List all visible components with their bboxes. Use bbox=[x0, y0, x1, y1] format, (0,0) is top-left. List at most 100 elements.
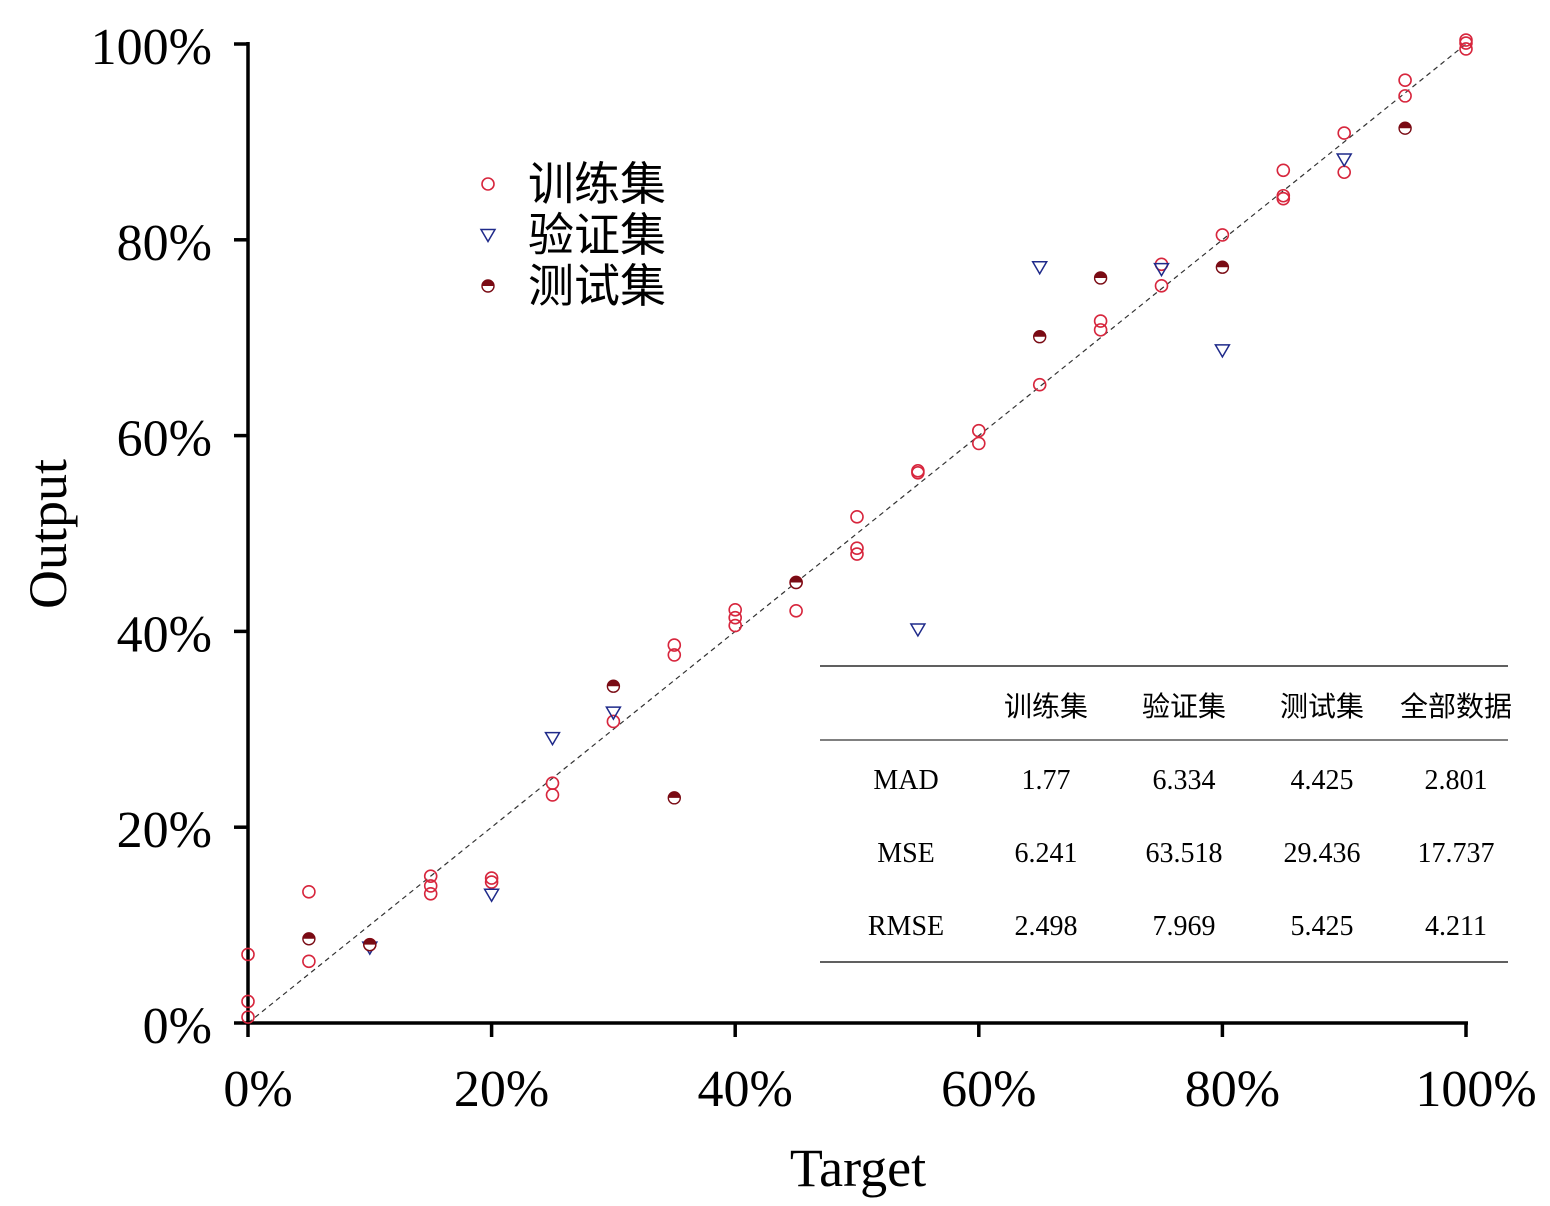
point-series-2 bbox=[1153, 262, 1170, 278]
point-series-1 bbox=[789, 604, 803, 618]
point-series-3 bbox=[1215, 260, 1230, 274]
reference-line-layer bbox=[247, 43, 1467, 1024]
point-series-1 bbox=[850, 510, 864, 524]
table-row-label: MAD bbox=[873, 765, 938, 796]
point-series-1 bbox=[241, 994, 255, 1009]
point-series-2 bbox=[605, 706, 622, 721]
point-series-3 bbox=[1398, 121, 1412, 135]
point-series-1 bbox=[1093, 323, 1108, 337]
point-series-3 bbox=[363, 937, 377, 952]
y-tick-label: 60% bbox=[117, 411, 212, 468]
x-tick-label: 0% bbox=[223, 1061, 292, 1118]
point-series-2 bbox=[1031, 260, 1049, 276]
point-series-3 bbox=[1032, 330, 1047, 344]
point-series-1 bbox=[1093, 314, 1108, 328]
point-series-2 bbox=[909, 623, 927, 638]
point-series-1 bbox=[971, 436, 986, 451]
point-series-1 bbox=[302, 885, 316, 899]
point-series-1 bbox=[484, 875, 499, 889]
point-series-1 bbox=[423, 869, 438, 883]
legend-marker bbox=[479, 228, 497, 243]
point-series-1 bbox=[241, 947, 255, 962]
table-cell: 63.518 bbox=[1146, 838, 1223, 869]
point-series-3 bbox=[789, 575, 803, 590]
point-series-1 bbox=[241, 1010, 255, 1024]
metrics-table: 训练集 验证集 测试集 全部数据 MAD 1.77 6.334 4.425 2.801 MSE 6.… bbox=[820, 665, 1512, 963]
point-series-1 bbox=[728, 610, 743, 625]
point-series-1 bbox=[1276, 191, 1291, 206]
point-series-1 bbox=[1276, 163, 1291, 178]
table-header-cell: 全部数据 bbox=[1400, 690, 1512, 723]
point-series-1 bbox=[423, 879, 438, 893]
table-cell: 4.425 bbox=[1291, 765, 1354, 796]
point-series-3 bbox=[1093, 271, 1108, 285]
point-series-1 bbox=[1398, 73, 1412, 88]
point-series-2 bbox=[1214, 344, 1231, 359]
table-header-cell: 测试集 bbox=[1280, 690, 1364, 723]
point-series-1 bbox=[1398, 89, 1412, 103]
y-tick-label: 80% bbox=[117, 215, 212, 272]
point-series-2 bbox=[1335, 153, 1353, 168]
point-series-1 bbox=[850, 547, 864, 561]
table-cell: 6.334 bbox=[1153, 765, 1216, 796]
point-series-1 bbox=[667, 648, 682, 662]
legend-label: 训练集 bbox=[528, 157, 666, 211]
point-series-3 bbox=[667, 791, 681, 805]
point-series-2 bbox=[483, 888, 500, 903]
point-series-1 bbox=[606, 714, 621, 729]
ticks: 0%0% 20% 20% 40% 40% 60% 60% 80% 80% 100% 100% bbox=[91, 19, 1537, 1118]
point-series-1 bbox=[545, 788, 560, 802]
point-series-1 bbox=[667, 638, 682, 652]
point-series-1 bbox=[1337, 126, 1351, 140]
y-tick-label: 0% bbox=[143, 998, 212, 1055]
point-series-1 bbox=[1337, 165, 1351, 180]
legend-label: 测试集 bbox=[528, 259, 666, 313]
point-series-1 bbox=[484, 871, 499, 885]
point-series-3 bbox=[302, 932, 316, 946]
table-cell: 2.498 bbox=[1015, 911, 1078, 942]
x-axis-title: Target bbox=[790, 1138, 926, 1198]
point-series-1 bbox=[1459, 36, 1473, 50]
table-header-cell: 训练集 bbox=[1004, 690, 1088, 723]
table-row-label: MSE bbox=[877, 838, 935, 869]
legend-marker bbox=[481, 279, 495, 293]
point-series-1 bbox=[1459, 42, 1473, 56]
reference-line bbox=[247, 43, 1467, 1024]
table-cell: 17.737 bbox=[1418, 838, 1495, 869]
y-tick-label: 100% bbox=[91, 19, 212, 76]
x-tick-label: 40% bbox=[698, 1061, 793, 1118]
point-series-2 bbox=[544, 731, 561, 747]
data-points bbox=[241, 33, 1473, 1024]
table-cell: 7.969 bbox=[1153, 911, 1216, 942]
point-series-1 bbox=[850, 541, 864, 555]
point-series-1 bbox=[728, 618, 743, 633]
point-series-3 bbox=[606, 679, 621, 693]
y-axis-title: Output bbox=[18, 459, 78, 609]
table-cell: 6.241 bbox=[1015, 838, 1078, 869]
point-series-1 bbox=[728, 603, 743, 617]
point-series-1 bbox=[1215, 228, 1230, 242]
y-tick-label: 20% bbox=[117, 802, 212, 859]
point-series-1 bbox=[302, 954, 316, 969]
table-row-label: RMSE bbox=[868, 911, 944, 942]
table-cell: 4.211 bbox=[1425, 911, 1487, 942]
legend-label: 验证集 bbox=[528, 208, 666, 262]
point-series-1 bbox=[1154, 279, 1169, 293]
legend-marker bbox=[481, 177, 495, 191]
point-series-1 bbox=[423, 886, 438, 901]
x-tick-label: 80% bbox=[1185, 1061, 1280, 1118]
x-tick-label: 60% bbox=[941, 1061, 1036, 1118]
table-cell: 1.77 bbox=[1022, 765, 1071, 796]
table-cell: 5.425 bbox=[1291, 911, 1354, 942]
table-cell: 2.801 bbox=[1425, 765, 1488, 796]
point-series-1 bbox=[1032, 377, 1047, 392]
table-header-cell: 验证集 bbox=[1142, 690, 1226, 723]
x-tick-label: 100% bbox=[1415, 1061, 1536, 1118]
x-tick-label: 20% bbox=[454, 1061, 549, 1118]
y-tick-label: 40% bbox=[117, 606, 212, 663]
table-cell: 29.436 bbox=[1284, 838, 1361, 869]
point-series-1 bbox=[911, 466, 925, 480]
axes bbox=[246, 42, 1468, 1025]
